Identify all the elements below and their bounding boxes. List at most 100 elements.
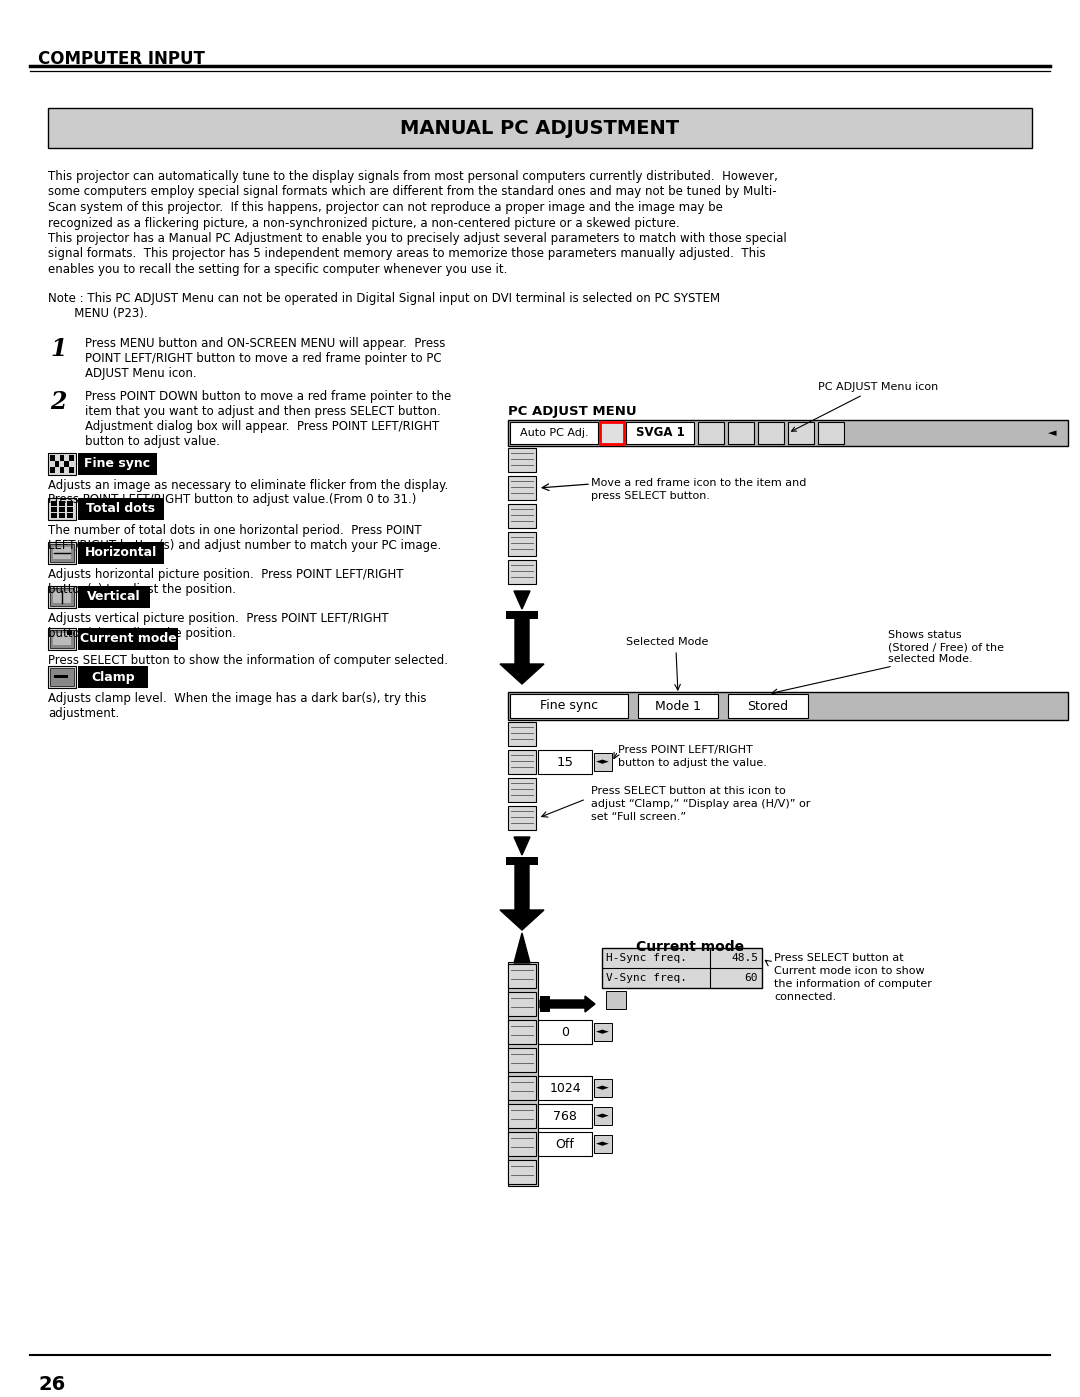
- Text: 26: 26: [38, 1375, 65, 1394]
- Text: Stored: Stored: [747, 700, 788, 712]
- Text: selected Mode.: selected Mode.: [888, 654, 973, 664]
- Text: adjustment.: adjustment.: [48, 707, 119, 719]
- Bar: [67, 502, 73, 506]
- Text: button to adjust the value.: button to adjust the value.: [618, 759, 767, 768]
- Text: 0: 0: [561, 1025, 569, 1038]
- Bar: [788, 422, 814, 444]
- Text: Off: Off: [555, 1137, 575, 1151]
- Bar: [50, 543, 75, 562]
- Text: Shows status: Shows status: [888, 630, 961, 640]
- Bar: [508, 532, 536, 556]
- Bar: [510, 422, 598, 444]
- Bar: [48, 497, 76, 520]
- Text: Press POINT LEFT/RIGHT: Press POINT LEFT/RIGHT: [618, 745, 753, 754]
- Text: MANUAL PC ADJUSTMENT: MANUAL PC ADJUSTMENT: [401, 119, 679, 137]
- Bar: [698, 422, 724, 444]
- Bar: [594, 1078, 612, 1097]
- Text: LEFT/RIGHT button(s) and adjust number to match your PC image.: LEFT/RIGHT button(s) and adjust number t…: [48, 538, 441, 552]
- Text: Vertical: Vertical: [87, 591, 140, 604]
- Bar: [594, 753, 612, 771]
- Bar: [48, 666, 76, 687]
- Bar: [69, 467, 73, 472]
- Bar: [55, 455, 59, 461]
- Bar: [818, 422, 843, 444]
- Text: Adjusts horizontal picture position.  Press POINT LEFT/RIGHT: Adjusts horizontal picture position. Pre…: [48, 569, 404, 581]
- Bar: [508, 692, 1068, 719]
- Bar: [53, 548, 71, 559]
- Text: the information of computer: the information of computer: [774, 979, 932, 989]
- Text: Horizontal: Horizontal: [85, 546, 157, 560]
- Bar: [65, 467, 69, 472]
- Text: ◄►: ◄►: [596, 1112, 610, 1120]
- Text: Fine sync: Fine sync: [540, 700, 598, 712]
- Bar: [508, 964, 536, 988]
- Text: recognized as a flickering picture, a non-synchronized picture, a non-centered p: recognized as a flickering picture, a no…: [48, 217, 679, 229]
- Text: ADJUST Menu icon.: ADJUST Menu icon.: [85, 367, 197, 380]
- Text: 60: 60: [744, 972, 758, 983]
- Bar: [508, 806, 536, 830]
- Text: PC ADJUST Menu icon: PC ADJUST Menu icon: [792, 381, 939, 432]
- Text: ◄►: ◄►: [596, 757, 610, 767]
- Bar: [59, 502, 65, 506]
- Text: Adjusts vertical picture position.  Press POINT LEFT/RIGHT: Adjusts vertical picture position. Press…: [48, 612, 389, 624]
- Text: Fine sync: Fine sync: [84, 457, 150, 471]
- Text: Current mode icon to show: Current mode icon to show: [774, 965, 924, 977]
- Text: Press SELECT button to show the information of computer selected.: Press SELECT button to show the informat…: [48, 654, 448, 666]
- Text: some computers employ special signal formats which are different from the standa: some computers employ special signal for…: [48, 186, 777, 198]
- Text: MENU (P23).: MENU (P23).: [48, 307, 148, 320]
- Bar: [50, 461, 54, 467]
- Polygon shape: [514, 837, 530, 855]
- Bar: [54, 675, 68, 678]
- Bar: [626, 422, 694, 444]
- Bar: [51, 502, 57, 506]
- Text: 768: 768: [553, 1109, 577, 1123]
- Bar: [78, 453, 157, 475]
- Text: Current mode: Current mode: [80, 633, 176, 645]
- Text: Adjusts clamp level.  When the image has a dark bar(s), try this: Adjusts clamp level. When the image has …: [48, 692, 427, 705]
- Bar: [50, 455, 54, 461]
- Polygon shape: [514, 933, 530, 963]
- Bar: [48, 585, 76, 608]
- Text: Total dots: Total dots: [86, 503, 156, 515]
- Bar: [602, 949, 762, 988]
- Text: connected.: connected.: [774, 992, 836, 1002]
- Bar: [78, 666, 148, 687]
- Bar: [594, 1106, 612, 1125]
- Text: Mode 1: Mode 1: [654, 700, 701, 712]
- Bar: [728, 694, 808, 718]
- Bar: [540, 996, 550, 1011]
- Text: item that you want to adjust and then press SELECT button.: item that you want to adjust and then pr…: [85, 405, 441, 418]
- Bar: [594, 1134, 612, 1153]
- Bar: [78, 629, 178, 650]
- Bar: [65, 461, 69, 467]
- Bar: [538, 1076, 592, 1099]
- Bar: [48, 629, 76, 650]
- Text: H-Sync freq.: H-Sync freq.: [606, 953, 687, 963]
- Bar: [600, 422, 624, 444]
- Text: Adjustment dialog box will appear.  Press POINT LEFT/RIGHT: Adjustment dialog box will appear. Press…: [85, 420, 440, 433]
- Bar: [508, 504, 536, 528]
- Text: Press SELECT button at: Press SELECT button at: [774, 953, 904, 963]
- Text: 1024: 1024: [550, 1081, 581, 1094]
- Polygon shape: [514, 591, 530, 609]
- Bar: [59, 455, 64, 461]
- Bar: [508, 1104, 536, 1127]
- Bar: [59, 461, 64, 467]
- Text: ◄►: ◄►: [596, 1140, 610, 1148]
- Text: Adjusts an image as necessary to eliminate flicker from the display.: Adjusts an image as necessary to elimina…: [48, 479, 448, 492]
- Text: enables you to recall the setting for a specific computer whenever you use it.: enables you to recall the setting for a …: [48, 263, 508, 277]
- Bar: [67, 630, 72, 636]
- Text: ◄►: ◄►: [596, 1028, 610, 1037]
- Bar: [538, 1132, 592, 1155]
- Bar: [53, 591, 71, 604]
- Bar: [508, 1132, 536, 1155]
- Text: adjust “Clamp,” “Display area (H/V)” or: adjust “Clamp,” “Display area (H/V)” or: [591, 799, 810, 809]
- Bar: [758, 422, 784, 444]
- Bar: [67, 507, 73, 511]
- Text: 1: 1: [50, 337, 67, 360]
- Text: button(s) to adjust the position.: button(s) to adjust the position.: [48, 626, 237, 640]
- Bar: [55, 461, 59, 467]
- Text: Current mode: Current mode: [636, 940, 744, 954]
- Text: Auto PC Adj.: Auto PC Adj.: [519, 427, 589, 439]
- Bar: [508, 560, 536, 584]
